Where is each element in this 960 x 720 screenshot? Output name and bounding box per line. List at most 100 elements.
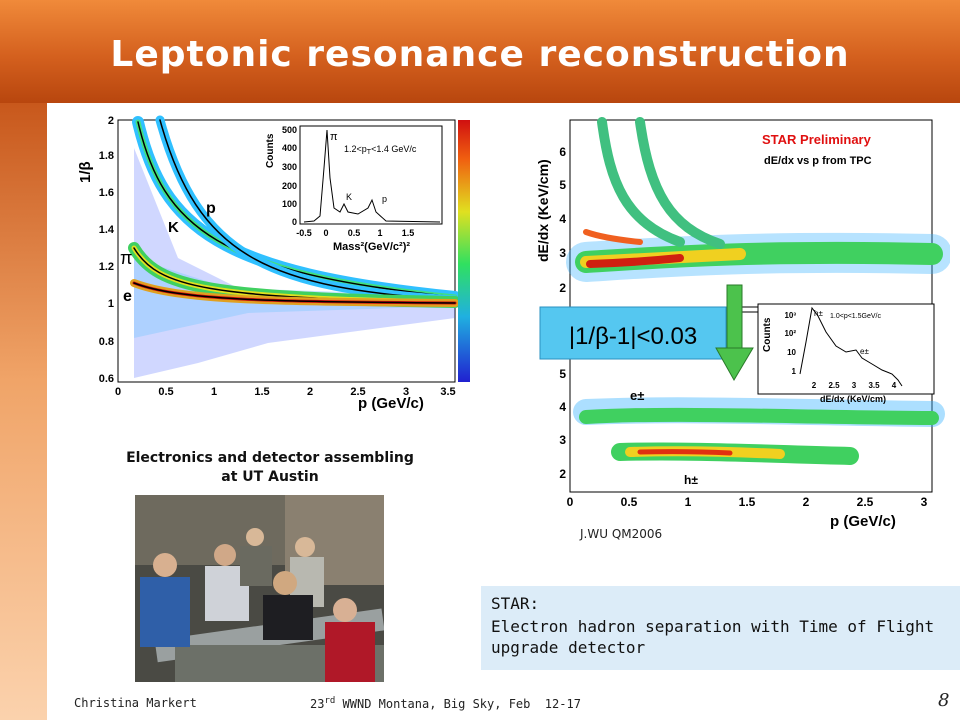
x-tick: 3 xyxy=(921,495,928,509)
note-line-2: Electron hadron separation with Time of … xyxy=(491,617,935,657)
down-arrow xyxy=(715,284,754,381)
note-box: STAR: Electron hadron separation with Ti… xyxy=(481,586,960,670)
x-tick: 0.5 xyxy=(621,495,638,509)
y-tick: 0.6 xyxy=(99,373,114,385)
y-tick: 0.8 xyxy=(99,336,114,348)
inset-y-tick: 1 xyxy=(792,367,797,376)
inset-x-tick: 1.5 xyxy=(402,228,415,238)
inset-y-label: Counts xyxy=(762,317,773,352)
inset-range-label: 1.0<p<1.5GeV/c xyxy=(830,313,881,320)
footer-conference: 23rd WWND Montana, Big Sky, Feb 12-17 xyxy=(310,696,581,711)
y-tick: 6 xyxy=(559,145,566,159)
x-tick-labels: 0 0.5 1 1.5 2 2.5 3 3.5 xyxy=(115,386,456,398)
photo-caption: Electronics and detector assembling at U… xyxy=(100,449,440,487)
inset-y-tick: 300 xyxy=(282,162,297,172)
electron-band-label: e± xyxy=(630,388,644,403)
inset-proton-label: p xyxy=(382,194,387,204)
color-scale xyxy=(458,120,470,382)
pion-label: π xyxy=(120,248,132,268)
inset-range-label: 1.2<pT<1.4 GeV/c xyxy=(344,144,417,156)
y-tick: 5 xyxy=(559,178,566,192)
inset-x-tick: 3.5 xyxy=(868,381,880,390)
conference-sup: rd xyxy=(324,696,336,706)
y-tick: 1 xyxy=(108,298,114,310)
hadron-band-label: h± xyxy=(684,473,698,487)
team-photo-image xyxy=(135,495,384,682)
x-tick: 0.5 xyxy=(158,386,173,398)
inset-x-tick: -0.5 xyxy=(296,228,312,238)
inset-y-tick: 10³ xyxy=(784,311,796,320)
inset-x-label: Mass²(GeV/c²)² xyxy=(333,241,410,253)
y-tick: 1.2 xyxy=(99,261,114,273)
credit-label: J.WU QM2006 xyxy=(580,527,663,541)
inset-y-ticks: 0 100 200 300 400 500 xyxy=(282,125,297,227)
y-tick: 3 xyxy=(559,246,566,260)
x-axis-label: p (GeV/c) xyxy=(830,513,896,530)
y-tick: 1.4 xyxy=(99,224,115,236)
x-tick: 0 xyxy=(115,386,121,398)
y-axis-label: dE/dx (KeV/cm) xyxy=(535,159,551,262)
lower-bands xyxy=(573,397,945,465)
inset-pion-label: π xyxy=(330,131,338,143)
inset-y-label: Counts xyxy=(265,133,276,168)
y-tick: 2 xyxy=(559,281,566,295)
x-tick: 2 xyxy=(307,386,313,398)
inset-y-tick: 10² xyxy=(784,329,796,338)
x-tick: 2.5 xyxy=(857,495,874,509)
kaon-label: K xyxy=(168,219,179,236)
inset-x-tick: 3 xyxy=(852,381,857,390)
cut-box xyxy=(539,306,727,360)
y-tick: 1.8 xyxy=(99,150,114,162)
cut-label: |1/β-1|<0.03 xyxy=(569,323,697,350)
inset-electron-label: e± xyxy=(860,347,869,356)
dedx-inset: Counts dE/dx (KeV/cm) 1.0<p<1.5GeV/c h± … xyxy=(757,303,935,404)
range-tail: <1.4 GeV/c xyxy=(371,144,417,154)
inset-kaon-label: K xyxy=(346,192,352,202)
x-tick: 2 xyxy=(803,495,810,509)
inset-y-tick: 200 xyxy=(282,181,297,191)
inset-x-tick: 1 xyxy=(377,228,382,238)
inset-x-tick: 0.5 xyxy=(348,228,361,238)
upper-y-ticks: 2 3 4 5 6 xyxy=(559,145,566,295)
y-tick: 4 xyxy=(559,400,566,414)
caption-line-2: at UT Austin xyxy=(221,469,319,485)
y-tick: 5 xyxy=(559,367,566,381)
lower-y-ticks: 2 3 4 5 xyxy=(559,367,566,481)
x-tick: 1 xyxy=(685,495,692,509)
caption-line-1: Electronics and detector assembling xyxy=(126,450,414,466)
inset-x-tick: 0 xyxy=(323,228,328,238)
conference-num: 23 xyxy=(310,697,325,711)
upper-bands xyxy=(566,117,950,282)
inset-x-tick: 2.5 xyxy=(828,381,840,390)
x-tick: 2.5 xyxy=(350,386,365,398)
page-number: 8 xyxy=(938,690,950,711)
y-tick: 2 xyxy=(559,467,566,481)
star-preliminary-label: STAR Preliminary xyxy=(762,132,872,147)
footer-author: Christina Markert xyxy=(74,696,197,710)
range-sub: T xyxy=(367,149,372,156)
particle-bands xyxy=(128,115,461,308)
inset-y-ticks: 1 10 10² 10³ xyxy=(784,311,796,376)
y-tick: 3 xyxy=(559,433,566,447)
x-tick: 1 xyxy=(211,386,217,398)
slide-title: Leptonic resonance reconstruction xyxy=(110,34,850,75)
inset-x-tick: 4 xyxy=(892,381,897,390)
inset-y-tick: 100 xyxy=(282,199,297,209)
inset-y-tick: 500 xyxy=(282,125,297,135)
inset-x-ticks: -0.5 0 0.5 1 1.5 xyxy=(296,228,414,238)
inset-y-tick: 0 xyxy=(292,217,297,227)
x-tick: 3 xyxy=(403,386,409,398)
inset-x-tick: 2 xyxy=(812,381,817,390)
inset-hadron-label: h± xyxy=(814,309,823,318)
inset-y-tick: 400 xyxy=(282,143,297,153)
tof-beta-plot: 1/β p (GeV/c) 0 0.5 1 1.5 2 2.5 3 3.5 0.… xyxy=(68,108,480,418)
x-tick: 0 xyxy=(567,495,574,509)
x-tick: 3.5 xyxy=(440,386,455,398)
left-gradient-bar xyxy=(0,103,47,720)
dedx-plot: STAR Preliminary dE/dx vs p from TPC e± … xyxy=(530,112,950,540)
y-tick: 4 xyxy=(559,212,566,226)
range-head: 1.2<p xyxy=(344,144,367,154)
y-tick: 2 xyxy=(108,115,114,127)
inset-y-tick: 10 xyxy=(787,348,796,357)
